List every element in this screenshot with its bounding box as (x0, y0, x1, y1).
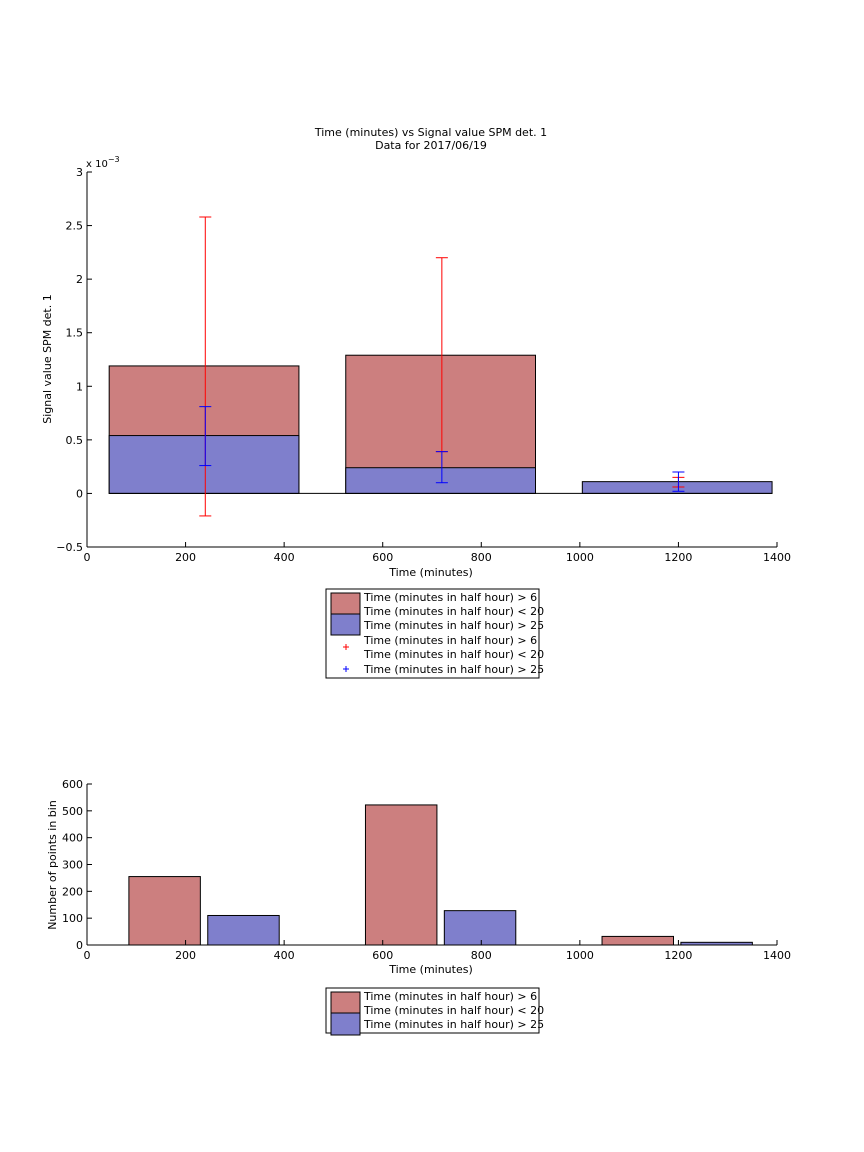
chart1-y-tick-label: 2 (76, 273, 83, 286)
chart1-bars (108, 354, 773, 494)
chart1-x-tick-label: 1400 (763, 551, 791, 564)
chart2-x-tick-label: 200 (175, 949, 196, 962)
chart1-legend-swatch-blue (330, 613, 361, 636)
chart1-x-tick-label: 600 (372, 551, 393, 564)
chart2-x-tick-label: 600 (372, 949, 393, 962)
chart2-legend-blue-line1: Time (minutes in half hour) > 25 (363, 1018, 544, 1031)
chart2-x-tick-label: 0 (84, 949, 91, 962)
chart1-ylabel: Signal value SPM det. 1 (41, 294, 54, 424)
chart1-legend-swatch-red (330, 592, 361, 616)
chart1-legend-err-blue-line1: Time (minutes in half hour) > 25 (363, 663, 544, 676)
chart1-y-tick-label: 1 (76, 380, 83, 393)
chart2-xlabel: Time (minutes) (388, 963, 473, 976)
chart2-y-tick-label: 500 (62, 805, 83, 818)
chart1-axes: 0 200 400 600 800 1000 1200 1400−0.500.511.522.… (56, 166, 791, 564)
chart2-x-tick-label: 1400 (763, 949, 791, 962)
chart2-y-tick-label: 200 (62, 885, 83, 898)
chart2-y-tick-label: 600 (62, 778, 83, 791)
chart1-x-tick-label: 1000 (566, 551, 594, 564)
chart1-x-tick-label: 800 (471, 551, 492, 564)
chart1-subtitle: Data for 2017/06/19 (375, 139, 487, 152)
chart2-x-tick-label: 800 (471, 949, 492, 962)
chart1-title: Time (minutes) vs Signal value SPM det. … (314, 126, 547, 139)
chart2-bar-red (128, 876, 201, 946)
chart2-y-tick-label: 400 (62, 832, 83, 845)
chart1-y-tick-label: 1.5 (66, 327, 84, 340)
chart2-bar-blue (443, 910, 517, 946)
count-chart: 0 200 400 600 800 1000 1200 1400 0 100 200 300 400 50… (46, 778, 791, 1036)
chart2-y-tick-label: 300 (62, 859, 83, 872)
chart1-legend-red-line1: Time (minutes in half hour) > 6 (363, 591, 537, 604)
chart2-axes: 0 200 400 600 800 1000 1200 1400 0 100 200 300 400 50… (62, 778, 791, 962)
chart2-legend-red-line2: Time (minutes in half hour) < 20 (363, 1004, 544, 1017)
chart2-x-tick-label: 1000 (566, 949, 594, 962)
chart1-x-tick-label: 1200 (664, 551, 692, 564)
chart2-bars (128, 804, 753, 946)
chart2-x-tick-label: 400 (274, 949, 295, 962)
chart2-bar-red (601, 935, 674, 946)
chart1-y-tick-label: 0 (76, 487, 83, 500)
chart1-bar-blue (108, 435, 300, 494)
chart1-bar-blue (345, 467, 536, 494)
chart1-y-tick-label: 3 (76, 166, 83, 179)
chart2-y-tick-label: 100 (62, 912, 83, 925)
chart1-legend-plus-red (343, 644, 349, 650)
chart1-xlabel: Time (minutes) (388, 566, 473, 579)
chart1-y-tick-label: 0.5 (66, 434, 84, 447)
chart1-legend: Time (minutes in half hour) > 6 Time (mi… (325, 588, 544, 679)
chart2-legend-swatch-blue (330, 1012, 361, 1036)
chart1-y-tick-label: 2.5 (66, 220, 84, 233)
chart1-legend-blue-line1: Time (minutes in half hour) > 25 (363, 619, 544, 632)
chart1-x-tick-label: 400 (274, 551, 295, 564)
chart1-legend-red-line2: Time (minutes in half hour) < 20 (363, 605, 544, 618)
chart1-legend-err-red-line2: Time (minutes in half hour) < 20 (363, 648, 544, 661)
chart1-legend-err-red-line1: Time (minutes in half hour) > 6 (363, 634, 537, 647)
chart1-legend-box (325, 588, 540, 679)
chart2-legend-box (325, 987, 540, 1034)
chart2-y-tick-label: 0 (76, 939, 83, 952)
chart1-exponent: x 10−3 (86, 155, 120, 170)
chart2-legend-swatch-red (330, 991, 361, 1015)
chart2-x-tick-label: 1200 (664, 949, 692, 962)
chart1-y-tick-label: −0.5 (56, 541, 83, 554)
chart1-x-tick-label: 200 (175, 551, 196, 564)
chart1-legend-plus-blue (343, 666, 349, 672)
signal-chart: Time (minutes) vs Signal value SPM det. … (41, 126, 791, 679)
chart2-bar-blue (207, 914, 280, 946)
chart2-ylabel: Number of points in bin (46, 800, 59, 930)
chart2-legend-red-line1: Time (minutes in half hour) > 6 (363, 990, 537, 1003)
chart2-legend: Time (minutes in half hour) > 6 Time (mi… (325, 987, 544, 1036)
chart2-bar-red (364, 804, 438, 946)
chart1-error-bars (199, 216, 685, 517)
chart1-x-tick-label: 0 (84, 551, 91, 564)
